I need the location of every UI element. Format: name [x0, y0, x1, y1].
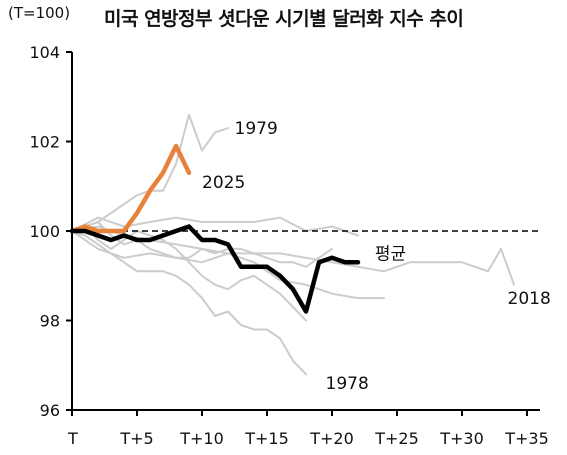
series-label-1979: 1979 — [235, 119, 278, 139]
series-line-2025 — [69, 143, 192, 234]
y-tick-label: 100 — [29, 222, 60, 241]
main-series-group — [69, 143, 361, 314]
series-line-past-3 — [71, 216, 359, 237]
series-line-past-5 — [71, 225, 307, 322]
series-label-2025: 2025 — [202, 173, 245, 193]
past-series-group — [71, 113, 515, 376]
y-tick-label: 96 — [40, 401, 60, 420]
series-labels-group: 1979 1978 2018 2025 평균 — [202, 119, 551, 394]
y-tick-label: 98 — [40, 312, 60, 331]
series-label-평균: 평균 — [375, 244, 406, 264]
series-label-2018: 2018 — [508, 289, 551, 309]
axes-group: 96 98 100 102 104 T T+5 T+10 T+15 T+20 T+25 T+30 T+3… — [29, 43, 548, 448]
x-tick-label: T+10 — [179, 429, 224, 448]
y-tick-label: 104 — [29, 43, 60, 62]
series-line-past-6 — [71, 221, 333, 268]
x-tick-label: T+5 — [119, 429, 153, 448]
x-tick-label: T — [67, 429, 78, 448]
series-line-평균 — [69, 224, 361, 314]
series-label-1978: 1978 — [326, 374, 369, 394]
x-tick-label: T+25 — [374, 429, 419, 448]
x-tick-label: T+30 — [439, 429, 484, 448]
chart-title: 미국 연방정부 셧다운 시기별 달러화 지수 추이 — [104, 8, 464, 30]
x-tick-label: T+20 — [309, 429, 354, 448]
x-tick-label: T+35 — [504, 429, 549, 448]
x-tick-label: T+15 — [244, 429, 289, 448]
y-tick-label: 102 — [29, 133, 60, 152]
unit-label: (T=100) — [8, 4, 71, 22]
series-line-past-4 — [71, 230, 385, 300]
